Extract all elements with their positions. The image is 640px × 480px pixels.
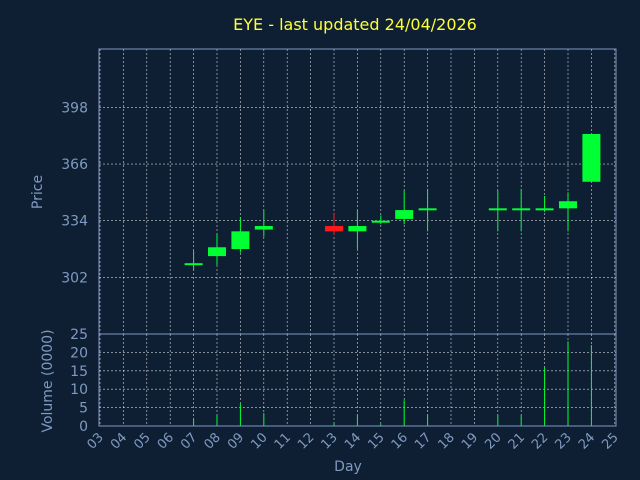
volume-tick-label: 5 xyxy=(79,401,88,417)
day-tick-label: 22 xyxy=(529,430,551,452)
day-tick-label: 17 xyxy=(412,430,434,452)
day-tick-label: 06 xyxy=(155,430,177,452)
candle-body xyxy=(582,133,601,182)
candle-body xyxy=(488,208,507,211)
candle-body xyxy=(208,247,226,257)
day-tick-label: 12 xyxy=(295,430,317,452)
day-tick-label: 23 xyxy=(553,430,575,452)
candle-body xyxy=(395,210,414,219)
candle-body xyxy=(254,226,273,230)
day-tick-label: 20 xyxy=(482,430,504,452)
price-tick-label: 302 xyxy=(61,270,88,286)
day-tick-label: 05 xyxy=(131,430,153,452)
volume-tick-label: 0 xyxy=(79,419,88,435)
candle-body xyxy=(371,220,390,223)
volume-axis-label: Volume (0000) xyxy=(40,329,56,432)
day-tick-label: 09 xyxy=(225,430,247,452)
day-tick-label: 16 xyxy=(389,430,411,452)
x-axis-label: Day xyxy=(334,459,362,475)
candle-body xyxy=(184,263,203,266)
candle-body xyxy=(418,208,437,211)
price-grid xyxy=(99,107,616,278)
day-tick-label: 13 xyxy=(319,430,341,452)
day-tick-label: 18 xyxy=(436,430,458,452)
volume-tick-label: 20 xyxy=(70,345,88,361)
price-tick-label: 366 xyxy=(61,157,88,173)
price-tick-labels: 302 334 366 398 xyxy=(61,100,88,286)
day-tick-labels: 03 04 05 06 07 08 09 10 11 12 13 14 15 16 17 18 19 20 21 22… xyxy=(85,430,622,452)
candles xyxy=(184,133,601,271)
day-tick-label: 21 xyxy=(506,430,528,452)
candle-body xyxy=(325,226,343,232)
candle-body xyxy=(559,201,577,209)
chart-title: EYE - last updated 24/04/2026 xyxy=(233,15,477,34)
day-tick-label: 07 xyxy=(178,430,200,452)
day-tick-label: 10 xyxy=(248,430,270,452)
candle-body xyxy=(348,226,367,232)
price-panel-frame xyxy=(98,48,617,335)
volume-tick-label: 25 xyxy=(70,327,88,343)
volume-tick-labels: 0 5 10 15 20 25 xyxy=(70,327,88,435)
day-tick-label: 11 xyxy=(272,430,294,452)
candle-body xyxy=(231,231,250,250)
candle-body xyxy=(535,208,554,211)
price-tick-label: 334 xyxy=(61,214,88,230)
price-tick-label: 398 xyxy=(61,100,88,116)
volume-tick-label: 15 xyxy=(70,364,88,380)
day-tick-label: 04 xyxy=(108,430,130,452)
day-tick-label: 24 xyxy=(576,430,598,452)
day-tick-label: 14 xyxy=(342,430,364,452)
price-axis-label: Price xyxy=(30,175,46,209)
volume-tick-label: 10 xyxy=(70,382,88,398)
volume-bars xyxy=(193,341,592,426)
day-tick-label: 25 xyxy=(599,430,621,452)
day-tick-label: 15 xyxy=(365,430,387,452)
candle-body xyxy=(512,208,531,211)
day-tick-label: 08 xyxy=(202,430,224,452)
day-tick-label: 19 xyxy=(459,430,481,452)
